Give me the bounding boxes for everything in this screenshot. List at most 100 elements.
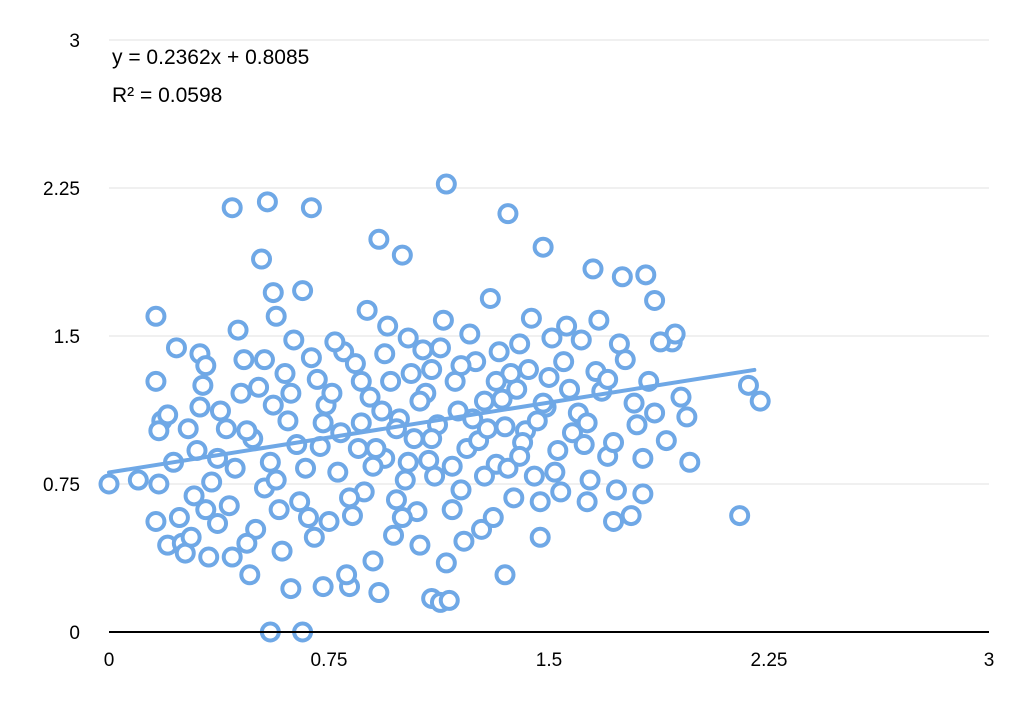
data-point-109 [168,507,190,529]
data-point-111 [192,374,214,396]
data-point-18 [221,546,243,568]
data-point-44 [576,491,598,513]
trendline-group [107,367,757,475]
data-point-124 [336,564,358,586]
data-point-9 [165,337,187,359]
data-point-167 [224,457,246,479]
data-point-41 [494,564,516,586]
data-point-120 [295,457,317,479]
data-point-206 [473,465,495,487]
data-point-26 [265,305,287,327]
data-point-177 [371,400,393,422]
data-point-98 [523,465,545,487]
data-point-17 [207,512,229,534]
data-point-24 [262,282,284,304]
data-point-194 [339,487,361,509]
data-point-168 [236,532,258,554]
data-point-128 [365,437,387,459]
data-point-160 [623,392,645,414]
data-point-1 [127,469,149,491]
data-point-169 [248,376,270,398]
y-tick-label: 1.5 [54,327,80,348]
data-point-192 [312,412,334,434]
data-point-58 [655,430,677,452]
data-point-156 [579,469,601,491]
data-point-127 [359,386,381,408]
x-tick-label: 3 [984,650,995,671]
data-point-23 [256,191,278,213]
data-point-12 [145,510,167,532]
data-point-152 [544,461,566,483]
data-point-29 [292,280,314,302]
data-point-81 [397,327,419,349]
data-point-57 [749,390,771,412]
data-point-68 [274,362,296,384]
data-point-209 [509,445,531,467]
data-point-83 [409,534,431,556]
data-point-213 [559,378,581,400]
data-point-117 [262,394,284,416]
data-point-56 [737,374,759,396]
data-point-75 [350,412,372,434]
data-point-130 [383,524,405,546]
y-tick-label: 2.25 [43,179,80,200]
data-point-35 [391,244,413,266]
data-point-189 [265,469,287,491]
data-point-203 [441,455,463,477]
data-point-172 [289,491,311,513]
data-point-179 [421,359,443,381]
data-point-3 [145,305,167,327]
data-point-64 [215,418,237,440]
data-point-190 [280,382,302,404]
data-point-13 [189,396,211,418]
data-point-197 [374,343,396,365]
data-point-188 [253,349,275,371]
x-tick-labels: 0 0.75 1.5 2.25 3 [104,650,995,671]
data-point-86 [432,309,454,331]
data-point-216 [605,479,627,501]
data-point-171 [277,410,299,432]
data-point-207 [485,370,507,392]
data-point-214 [576,412,598,434]
data-point-79 [380,370,402,392]
data-point-204 [450,355,472,377]
data-point-110 [177,418,199,440]
data-point-114 [233,349,255,371]
data-point-49 [644,289,666,311]
data-point-30 [300,197,322,219]
data-point-96 [509,333,531,355]
data-point-118 [271,540,293,562]
data-point-201 [421,428,443,450]
data-point-48 [635,264,657,286]
data-point-16 [198,546,220,568]
y-tick-label: 0 [69,623,80,644]
data-point-76 [356,299,378,321]
data-point-138 [435,552,457,574]
y-tick-label: 3 [69,31,80,52]
data-point-0 [98,473,120,495]
data-point-2 [148,473,170,495]
data-point-63 [201,471,223,493]
data-point-164 [180,526,202,548]
data-point-27 [280,578,302,600]
data-point-95 [503,487,525,509]
data-point-15 [195,355,217,377]
data-point-141 [459,323,481,345]
data-point-166 [209,400,231,422]
data-point-80 [385,489,407,511]
data-point-122 [318,510,340,532]
data-point-210 [517,359,539,381]
data-point-59 [632,483,654,505]
data-point-53 [676,406,698,428]
data-point-183 [526,410,548,432]
data-point-212 [541,327,563,349]
data-point-72 [327,461,349,483]
data-point-45 [603,510,625,532]
data-point-159 [614,349,636,371]
data-point-195 [350,370,372,392]
data-point-129 [377,315,399,337]
data-point-19 [221,197,243,219]
data-point-185 [573,434,595,456]
data-point-101 [556,315,578,337]
